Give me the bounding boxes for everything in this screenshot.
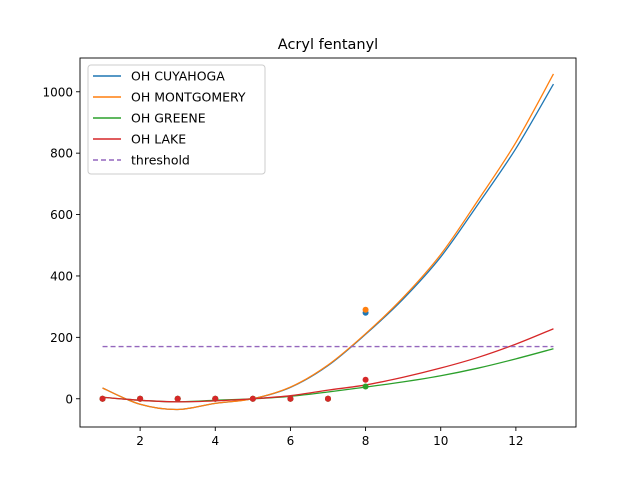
axes-frame [79, 57, 577, 428]
y-tick-label: 800 [50, 147, 73, 161]
series-line-oh-lake [102, 328, 554, 403]
x-tick-label: 12 [508, 434, 523, 448]
data-point-oh-montgomery [362, 306, 369, 313]
y-tick-label: 600 [50, 208, 73, 222]
legend-box [87, 64, 266, 175]
legend-label-threshold: threshold [131, 153, 190, 168]
y-tick-label: 1000 [42, 85, 73, 99]
chart-title: Acryl fentanyl [278, 37, 378, 53]
y-tick-label: 200 [50, 331, 73, 345]
data-point-oh-lake [212, 395, 219, 402]
axes: 2 4 6 8 10 12 0 200 400 600 800 1000 [42, 57, 577, 448]
legend-label-oh-cuyahoga: OH CUYAHOGA [131, 69, 225, 84]
x-tick-label: 10 [433, 434, 448, 448]
data-point-oh-lake [325, 395, 331, 402]
series-points [99, 306, 369, 402]
x-tick-label: 8 [362, 434, 370, 448]
x-tick-label: 6 [287, 434, 295, 448]
series-line-oh-montgomery [102, 73, 555, 411]
series-lines [102, 73, 555, 411]
data-point-oh-greene [362, 383, 369, 390]
y-tick-label: 400 [50, 269, 73, 283]
series-line-oh-greene [102, 348, 554, 403]
data-point-oh-lake [249, 395, 256, 402]
legend-label-oh-lake: OH LAKE [131, 132, 186, 147]
legend: OH CUYAHOGA OH MONTGOMERY OH GREENE OH LAKE… [87, 64, 266, 175]
data-point-oh-lake [99, 395, 106, 402]
x-tick-label: 2 [136, 434, 144, 448]
x-tick-label: 4 [211, 434, 219, 448]
legend-label-oh-greene: OH GREENE [131, 111, 206, 126]
legend-label-oh-montgomery: OH MONTGOMERY [131, 90, 246, 105]
data-point-oh-lake [362, 376, 369, 383]
plot-area [99, 73, 555, 411]
data-point-oh-lake [287, 395, 294, 402]
data-point-oh-lake [174, 395, 181, 402]
y-tick-label: 0 [65, 392, 73, 406]
data-point-oh-lake [137, 395, 144, 402]
